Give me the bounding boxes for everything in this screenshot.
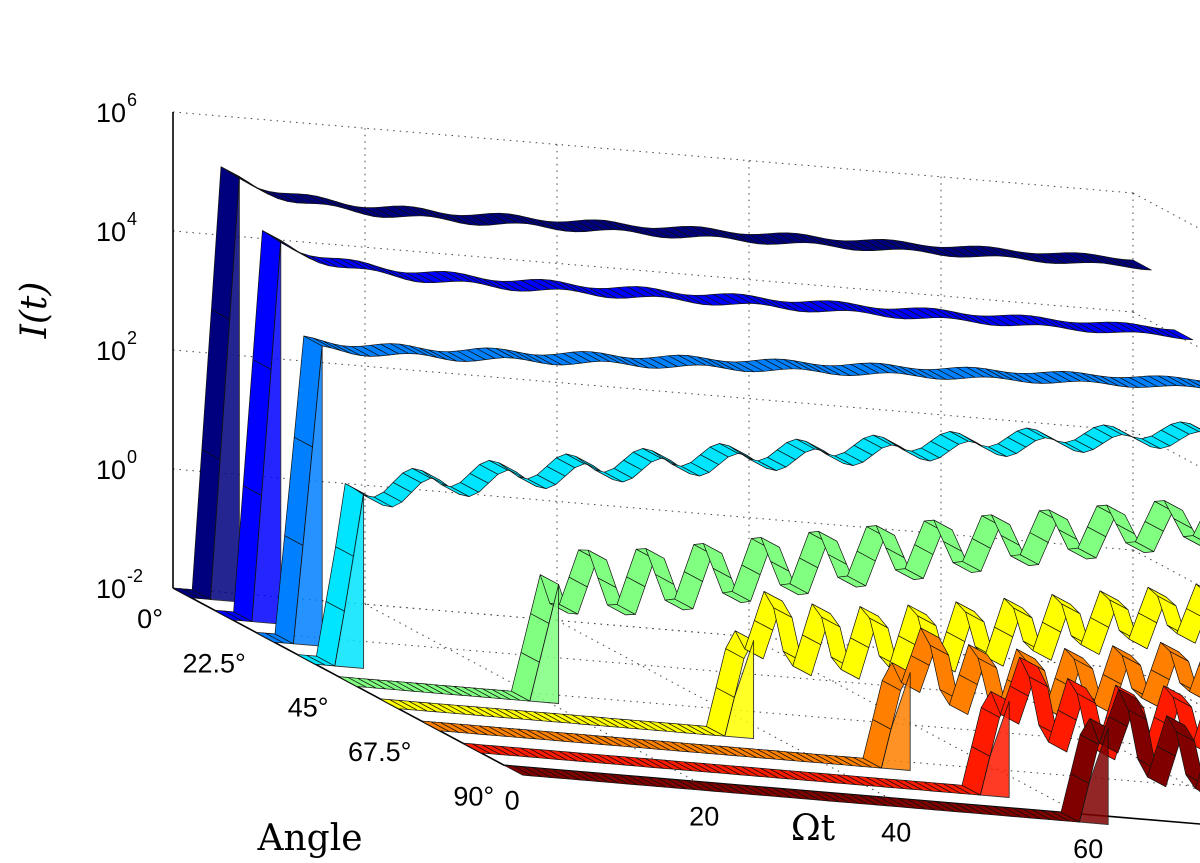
grid-line [172,468,1134,551]
x-tick-label: 60 [1073,834,1103,863]
ribbon-segment [1195,772,1200,792]
ribbon-segment [1189,423,1200,430]
z-tick-exponent: 6 [127,90,137,110]
z-axis-title: I(t) [14,282,55,340]
grid-line [748,636,1081,815]
grid-line [172,349,1134,432]
z-tick-label: 10 -2 [96,566,143,604]
z-tick-base: 10 [96,455,126,485]
grid-line [338,676,1200,750]
grid-line [172,111,1134,194]
series-ribbon [296,421,1200,669]
ribbon-rise-face [529,584,560,704]
ribbon-segment [1172,696,1200,744]
z-tick-label: 10 4 [96,209,137,247]
ribbon-segment [1175,731,1200,783]
angle-tick-label: 67.5° [348,737,411,767]
z-tick-base: 10 [96,336,126,366]
series-ribbon [172,166,1152,603]
ribbon-segment [1186,583,1200,617]
z-tick-label: 10 6 [96,90,137,128]
x-tick-label: 40 [881,818,911,848]
z-tick-base: 10 [96,98,126,128]
ribbon-rise-face [251,239,282,625]
ribbon-segment [1180,421,1200,433]
angle-tick-label: 45° [288,693,329,723]
z-tick-base: 10 [96,217,126,247]
ribbon-segment [1123,259,1152,271]
z-tick-exponent: 4 [127,209,137,229]
ribbon-rise-face [334,492,365,669]
z-tick-base: 10 [96,574,126,604]
x-tick-label: 20 [689,802,719,832]
ribbon-segment [1192,520,1200,540]
z-tick-label: 10 0 [96,447,137,485]
ribbon-rise-face [292,345,323,647]
angle-tick-label: 0° [137,604,163,634]
angle-tick-label: 90° [453,781,494,811]
ribbon-rise-face [880,672,911,771]
z-tick-label: 10 2 [96,328,137,366]
ribbon-segment [1195,583,1200,588]
angle-axis-title: Angle [256,818,362,859]
ribbon-segment [1176,608,1200,644]
x-tick-label: 0 [505,785,520,815]
x-axis-title: Ωt [791,808,836,849]
grid-line [556,619,889,799]
ribbon-segment [1183,535,1200,546]
ribbon-rise-face [1078,727,1109,826]
ribbon-rise-face [210,176,240,603]
series-ribbon [214,230,1194,625]
z-tick-exponent: 2 [127,328,137,348]
ribbon-segment [1196,379,1200,383]
ribbon-segment [1177,376,1200,389]
angle-tick-label: 22.5° [182,648,245,678]
ribbon-rise-face [979,700,1010,798]
ribbon-segment [1189,664,1200,698]
axis-titles: I(t) Ωt Angle [14,282,836,859]
grid-line [364,603,697,782]
series-ribbon [338,500,1200,704]
ribbon-segment [1164,328,1194,341]
ribbons-layer [172,166,1200,826]
grid-line [172,587,1134,670]
ribbon-rise-face [724,640,755,740]
grid-line [172,230,1134,313]
grid-line [1132,192,1200,230]
z-tick-exponent: -2 [127,566,143,586]
series-ribbon [255,335,1200,647]
series-ribbon [503,688,1200,826]
z-tick-exponent: 0 [127,447,137,467]
